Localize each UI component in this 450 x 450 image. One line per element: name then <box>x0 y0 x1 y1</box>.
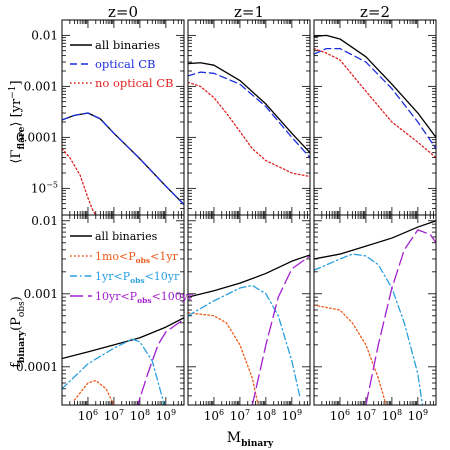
legend-top: all binaries optical CB no optical CB <box>70 38 173 90</box>
series-line-1mo-pobs-1yr <box>188 312 259 405</box>
column-title-z1: z=1 <box>234 3 264 21</box>
legend-label: 10yr<Pobs<100yr <box>95 290 194 305</box>
series-line-all-binaries <box>188 254 310 298</box>
panel-bottom-0: 106 107 108 109 0.01 0.001 0.0001 <box>16 214 185 423</box>
panel-top-1 <box>187 19 311 216</box>
legend-label: no optical CB <box>95 76 173 90</box>
legend-label: all binaries <box>95 230 158 243</box>
series-line-10yr-pobs-100yr <box>365 229 436 405</box>
legend-bottom: all binaries 1mo<Pobs<1yr 1yr<Pobs<10yr 10y… <box>70 230 194 305</box>
panel-bottom-2: 106 107 108 109 <box>313 214 437 423</box>
legend-label: 1yr<Pobs<10yr <box>95 270 180 285</box>
series-line-optical-cb <box>62 112 184 206</box>
series-line-all-binaries <box>314 34 436 138</box>
legend-label: all binaries <box>95 38 160 52</box>
x-tick-label: 108 <box>130 408 150 423</box>
bottom-row-ylabel: fbinary(Pobs) <box>9 296 27 368</box>
y-tick-label: 0.001 <box>24 287 58 301</box>
series-line-10yr-pobs-100yr <box>137 318 184 405</box>
panel-ticks <box>61 215 185 406</box>
y-tick-label: 0.0001 <box>16 360 58 374</box>
x-tick-label: 107 <box>230 408 250 423</box>
y-tick-label: 10−5 <box>31 180 58 195</box>
x-tick-label: 108 <box>382 408 402 423</box>
panel-bottom-1: 106 107 108 109 <box>187 214 311 423</box>
series-line-no-optical-cb <box>62 148 97 215</box>
x-tick-label: 106 <box>78 408 98 423</box>
series-line-optical-cb <box>314 47 436 150</box>
panel-ticks <box>187 215 311 406</box>
series-line-1yr-pobs-10yr <box>188 284 301 397</box>
series-line-1yr-pobs-10yr <box>62 338 165 405</box>
panel-series <box>62 112 184 215</box>
legend-label: optical CB <box>95 57 155 71</box>
x-tick-label: 106 <box>204 408 224 423</box>
panel-frame <box>313 214 437 406</box>
panel-series <box>188 254 310 405</box>
series-line-10yr-pobs-100yr <box>251 255 310 405</box>
x-tick-label: 107 <box>104 408 124 423</box>
series-line-no-optical-cb <box>314 47 436 159</box>
x-axis-label: Mbinary <box>227 430 274 449</box>
series-line-all-binaries <box>62 317 184 360</box>
x-tick-label: 109 <box>156 408 176 423</box>
column-title-z0: z=0 <box>108 3 138 21</box>
series-line-all-binaries <box>314 220 436 260</box>
series-line-optical-cb <box>188 71 310 159</box>
panel-frame <box>61 214 185 406</box>
x-tick-label: 106 <box>330 408 350 423</box>
series-line-all-binaries <box>188 62 310 154</box>
panel-top-2 <box>313 19 437 216</box>
series-line-no-optical-cb <box>188 81 310 178</box>
x-tick-label: 109 <box>282 408 302 423</box>
panel-series <box>62 317 184 405</box>
panel-series <box>314 220 436 405</box>
y-tick-label: 0.01 <box>31 28 58 42</box>
panel-series <box>188 62 310 178</box>
series-line-1mo-pobs-1yr <box>73 379 115 405</box>
y-tick-label: 0.001 <box>24 79 58 93</box>
x-tick-label: 109 <box>408 408 428 423</box>
panel-series <box>314 34 436 159</box>
panel-top-0: 0.01 0.001 0.0001 10−5 <box>16 19 185 216</box>
legend-label: 1mo<Pobs<1yr <box>95 250 179 265</box>
top-row-ylabel: ⟨Γflare⟩ [yr−1] <box>8 80 27 163</box>
series-line-1mo-pobs-1yr <box>314 304 387 405</box>
x-tick-label: 107 <box>356 408 376 423</box>
series-line-1yr-pobs-10yr <box>314 253 424 405</box>
y-tick-label: 0.0001 <box>16 130 58 144</box>
column-title-z2: z=2 <box>360 3 390 21</box>
y-tick-label: 0.01 <box>31 214 58 228</box>
panels-layer: 0.01 0.001 0.0001 10−5 106 107 108 109 0.01 0.001… <box>16 19 437 423</box>
x-tick-label: 108 <box>256 408 276 423</box>
panel-frame <box>187 214 311 406</box>
